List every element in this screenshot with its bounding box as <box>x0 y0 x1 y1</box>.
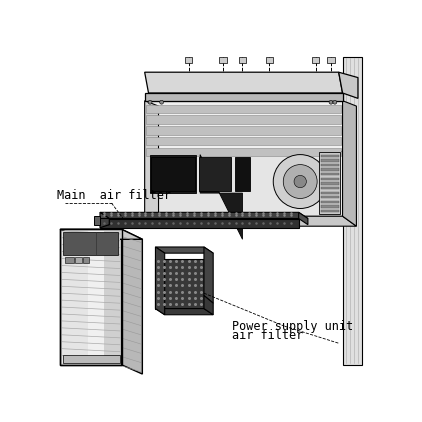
Bar <box>321 178 339 180</box>
Bar <box>321 182 339 184</box>
Bar <box>265 57 273 63</box>
Polygon shape <box>155 308 213 315</box>
Polygon shape <box>100 212 308 219</box>
Polygon shape <box>199 157 231 191</box>
Polygon shape <box>343 101 357 226</box>
Text: Power supply unit: Power supply unit <box>233 320 354 333</box>
Bar <box>321 206 339 208</box>
Polygon shape <box>60 229 122 365</box>
Polygon shape <box>62 231 89 363</box>
Circle shape <box>273 154 327 208</box>
Bar <box>321 196 339 198</box>
Polygon shape <box>100 219 109 228</box>
Polygon shape <box>145 72 343 93</box>
Polygon shape <box>299 212 308 225</box>
Polygon shape <box>63 233 119 255</box>
Bar <box>321 187 339 189</box>
Bar <box>312 57 319 63</box>
Circle shape <box>294 176 306 188</box>
Polygon shape <box>145 151 343 216</box>
Bar <box>321 154 339 157</box>
Bar <box>321 164 339 166</box>
Text: Main  air filter: Main air filter <box>57 189 171 202</box>
Circle shape <box>148 100 152 104</box>
Polygon shape <box>94 216 100 225</box>
Polygon shape <box>145 93 343 101</box>
Polygon shape <box>200 154 243 239</box>
Polygon shape <box>204 247 213 303</box>
Polygon shape <box>204 295 213 315</box>
Polygon shape <box>60 229 142 239</box>
Bar <box>185 57 192 63</box>
Bar <box>83 257 89 263</box>
Polygon shape <box>151 157 195 191</box>
Polygon shape <box>339 72 358 98</box>
Polygon shape <box>235 157 250 191</box>
Polygon shape <box>89 231 104 363</box>
Bar <box>321 168 339 171</box>
Bar <box>63 355 120 363</box>
Circle shape <box>160 100 164 104</box>
Polygon shape <box>319 152 340 214</box>
Bar <box>65 257 74 263</box>
Bar <box>321 210 339 212</box>
Bar <box>321 159 339 162</box>
Bar <box>321 173 339 176</box>
Circle shape <box>333 100 337 104</box>
Polygon shape <box>146 105 341 113</box>
Polygon shape <box>100 212 109 225</box>
Polygon shape <box>150 154 196 193</box>
Bar <box>238 57 246 63</box>
Polygon shape <box>155 247 213 253</box>
Polygon shape <box>155 247 165 315</box>
Bar <box>76 257 81 263</box>
Polygon shape <box>343 57 362 365</box>
Bar <box>219 57 227 63</box>
Text: air filter: air filter <box>233 329 304 342</box>
Circle shape <box>283 165 317 198</box>
Polygon shape <box>146 137 341 145</box>
Polygon shape <box>100 219 299 228</box>
Bar <box>327 57 335 63</box>
Polygon shape <box>122 229 142 374</box>
Polygon shape <box>145 101 343 151</box>
Bar <box>321 201 339 203</box>
Polygon shape <box>145 216 357 226</box>
Circle shape <box>329 100 333 104</box>
Polygon shape <box>146 148 341 156</box>
Polygon shape <box>145 101 159 226</box>
Bar <box>321 192 339 194</box>
Polygon shape <box>155 259 204 308</box>
Polygon shape <box>146 115 341 124</box>
Polygon shape <box>104 231 120 363</box>
Polygon shape <box>146 126 341 135</box>
